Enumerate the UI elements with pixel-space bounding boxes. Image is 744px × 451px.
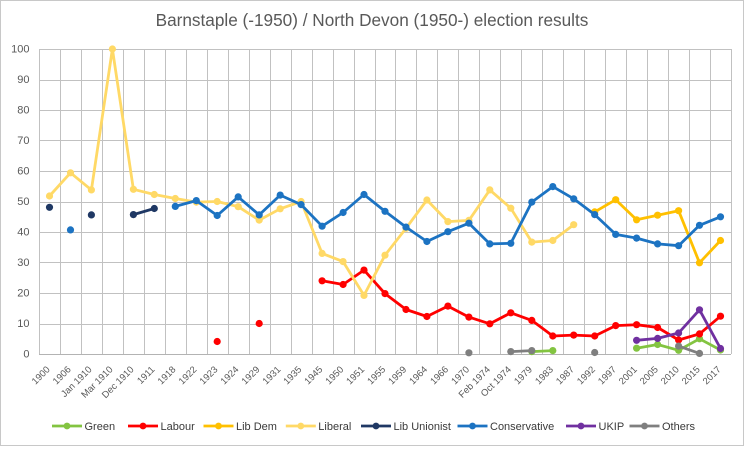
svg-text:50: 50: [17, 196, 29, 208]
svg-text:70: 70: [17, 135, 29, 147]
svg-text:Conservative: Conservative: [490, 421, 554, 433]
svg-text:40: 40: [17, 227, 29, 239]
svg-text:Liberal: Liberal: [318, 421, 351, 433]
svg-text:10: 10: [17, 318, 29, 330]
svg-text:Labour: Labour: [161, 421, 196, 433]
svg-text:0: 0: [23, 349, 29, 361]
svg-text:Lib Dem: Lib Dem: [236, 421, 277, 433]
svg-text:100: 100: [11, 44, 29, 56]
svg-text:Green: Green: [85, 421, 116, 433]
svg-text:Barnstaple (-1950) / North Dev: Barnstaple (-1950) / North Devon (1950-)…: [156, 10, 589, 30]
svg-text:20: 20: [17, 288, 29, 300]
svg-text:80: 80: [17, 105, 29, 117]
svg-text:Lib Unionist: Lib Unionist: [394, 421, 451, 433]
svg-text:UKIP: UKIP: [599, 421, 625, 433]
svg-text:30: 30: [17, 257, 29, 269]
svg-text:Others: Others: [662, 421, 696, 433]
svg-text:60: 60: [17, 166, 29, 178]
svg-text:90: 90: [17, 74, 29, 86]
